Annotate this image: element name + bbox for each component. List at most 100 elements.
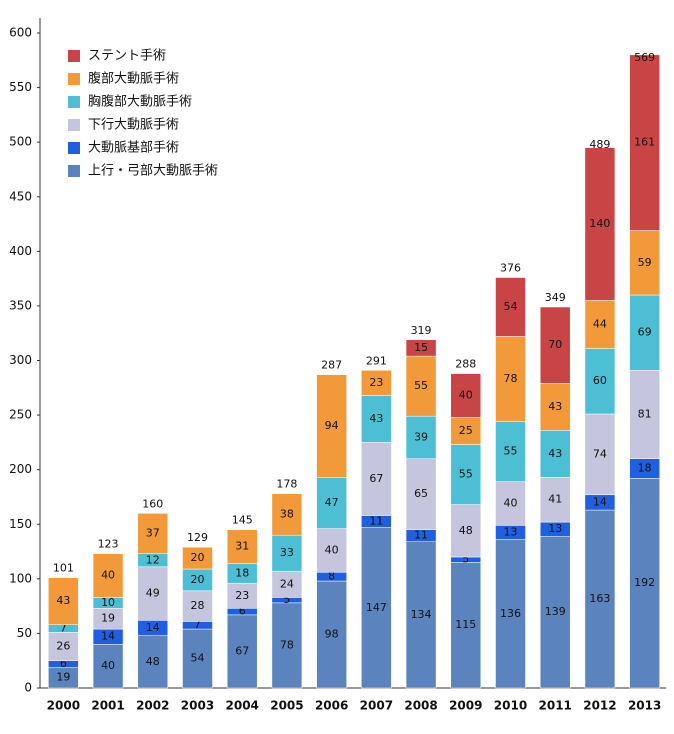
value-label: 8 xyxy=(328,570,335,583)
bar-segment xyxy=(316,580,347,689)
legend-swatch xyxy=(68,50,80,62)
y-tick-label: 350 xyxy=(9,298,32,312)
y-tick-label: 500 xyxy=(9,135,32,149)
value-label: 139 xyxy=(545,605,566,618)
bar-segment xyxy=(584,147,616,301)
value-label: 69 xyxy=(638,326,652,339)
value-label: 11 xyxy=(414,529,428,542)
value-label: 192 xyxy=(634,576,655,589)
x-tick-label: 2010 xyxy=(494,699,527,713)
value-label: 11 xyxy=(369,515,383,528)
value-label: 161 xyxy=(634,136,655,149)
value-label: 38 xyxy=(280,507,294,520)
bar-segment xyxy=(405,415,437,459)
bar-segment xyxy=(539,536,571,689)
legend-swatch xyxy=(68,119,80,131)
bar-segment xyxy=(361,442,392,516)
value-label: 19 xyxy=(101,612,115,625)
value-label: 70 xyxy=(548,338,562,351)
value-label: 147 xyxy=(366,601,387,614)
value-label: 43 xyxy=(548,400,562,413)
value-label: 40 xyxy=(101,569,115,582)
value-label: 23 xyxy=(369,376,383,389)
value-label: 13 xyxy=(504,525,518,538)
value-label: 40 xyxy=(459,388,473,401)
value-label: 12 xyxy=(146,553,160,566)
bar-segment xyxy=(450,562,482,689)
value-label: 37 xyxy=(146,527,160,540)
value-label: 43 xyxy=(369,412,383,425)
bar-segment xyxy=(92,553,124,598)
value-label: 47 xyxy=(325,496,339,509)
total-label: 489 xyxy=(589,138,610,151)
x-tick-label: 2001 xyxy=(91,699,124,713)
value-label: 7 xyxy=(194,618,201,631)
y-tick-label: 200 xyxy=(9,462,32,476)
value-label: 43 xyxy=(548,447,562,460)
value-label: 14 xyxy=(101,630,115,643)
value-label: 5 xyxy=(283,593,290,606)
bar-segment xyxy=(450,417,482,445)
y-tick-label: 550 xyxy=(9,80,32,94)
value-label: 59 xyxy=(638,256,652,269)
value-label: 14 xyxy=(593,495,607,508)
x-tick-label: 2005 xyxy=(270,699,303,713)
legend-swatch xyxy=(68,73,80,85)
legend-label: 上行・弓部大動脈手術 xyxy=(88,164,218,179)
bar-segment xyxy=(182,546,213,570)
bar-segment xyxy=(405,541,437,689)
total-label: 145 xyxy=(232,514,253,527)
legend-label: ステント手術 xyxy=(88,49,166,64)
x-tick-label: 2006 xyxy=(315,699,348,713)
y-tick-label: 100 xyxy=(9,571,32,585)
bar-segment xyxy=(495,539,526,689)
value-label: 65 xyxy=(414,487,428,500)
value-label: 44 xyxy=(593,317,607,330)
legend-swatch xyxy=(68,165,80,177)
bar-segment xyxy=(629,230,660,296)
legend-swatch xyxy=(68,96,80,108)
x-tick-label: 2007 xyxy=(360,699,393,713)
bar-segment xyxy=(316,374,347,478)
value-label: 6 xyxy=(60,657,67,670)
value-label: 140 xyxy=(589,217,610,230)
y-tick-label: 0 xyxy=(24,681,32,695)
total-label: 349 xyxy=(545,291,566,304)
legend-swatch xyxy=(68,142,80,154)
value-label: 28 xyxy=(191,599,205,612)
value-label: 19 xyxy=(56,671,70,684)
bar-segment xyxy=(137,513,169,554)
value-label: 20 xyxy=(191,551,205,564)
bar-segment xyxy=(539,477,571,523)
value-label: 5 xyxy=(462,553,469,566)
value-label: 55 xyxy=(414,379,428,392)
x-tick-label: 2011 xyxy=(539,699,572,713)
value-label: 49 xyxy=(146,587,160,600)
value-label: 40 xyxy=(504,497,518,510)
value-label: 54 xyxy=(191,652,205,665)
bar-segment xyxy=(137,635,169,689)
bar-segment xyxy=(137,566,169,621)
y-tick-label: 150 xyxy=(9,517,32,531)
value-label: 67 xyxy=(369,472,383,485)
value-label: 15 xyxy=(414,341,428,354)
y-tick-label: 400 xyxy=(9,244,32,258)
bar-segment xyxy=(48,632,79,661)
y-tick-label: 50 xyxy=(17,626,32,640)
bar-segment xyxy=(226,529,258,564)
total-label: 569 xyxy=(634,51,655,64)
total-label: 287 xyxy=(321,359,342,372)
bar-segment xyxy=(405,339,437,357)
bar-segment xyxy=(450,504,482,558)
bar-segment xyxy=(361,395,392,443)
bar-segment xyxy=(361,527,392,689)
bar-segment xyxy=(271,493,303,536)
bar-segment xyxy=(182,628,213,689)
bar-segment xyxy=(584,300,616,349)
bar-segment xyxy=(271,534,303,572)
bar-segment xyxy=(450,373,482,418)
total-label: 160 xyxy=(142,497,163,510)
value-label: 67 xyxy=(235,644,249,657)
bar-segment xyxy=(629,478,660,689)
value-label: 23 xyxy=(235,589,249,602)
